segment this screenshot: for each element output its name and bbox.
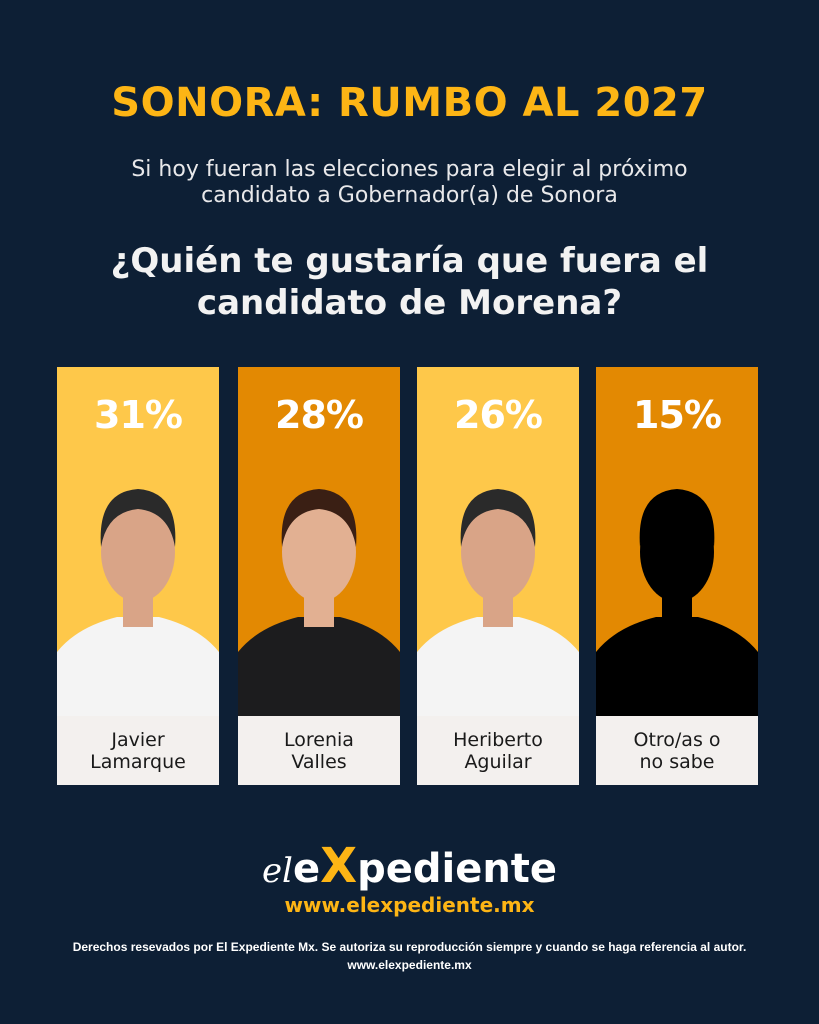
photo-body (417, 617, 579, 716)
name-line: Valles (291, 750, 347, 773)
photo-hair (460, 489, 536, 547)
poll-card: 31% Javier Lamarque (57, 367, 219, 785)
name-line: Lamarque (90, 750, 186, 773)
poll-card: 26% Heriberto Aguilar (417, 367, 579, 785)
photo-hair (100, 489, 176, 547)
man-photo (417, 489, 579, 716)
copyright-text: Derechos resevados por El Expediente Mx.… (72, 940, 747, 954)
photo-body (596, 617, 758, 716)
photo-body (57, 617, 219, 716)
percentage-label: 31% (94, 393, 183, 437)
logo: eleXpediente (0, 838, 819, 894)
candidate-name: Lorenia Valles (238, 716, 400, 785)
photo-face (282, 502, 356, 602)
logo-rest: pediente (357, 846, 558, 892)
silhouette-icon (596, 489, 758, 716)
photo-hair (281, 489, 357, 547)
question-line: ¿Quién te gustaría que fuera el (110, 241, 709, 281)
name-line: Aguilar (464, 750, 532, 773)
name-line: Otro/as o (633, 728, 721, 751)
subtitle: Si hoy fueran las elecciones para elegir… (0, 157, 819, 209)
percentage-label: 28% (275, 393, 364, 437)
name-line: Lorenia (284, 728, 354, 751)
poll-card: 15% Otro/as o no sabe (596, 367, 758, 785)
percentage-label: 15% (633, 393, 722, 437)
copyright-url[interactable]: www.elexpediente.mx (347, 958, 472, 972)
candidate-name: Heriberto Aguilar (417, 716, 579, 785)
photo-face (461, 502, 535, 602)
name-line: Javier (111, 728, 165, 751)
website-link[interactable]: www.elexpediente.mx (284, 893, 535, 917)
question: ¿Quién te gustaría que fuera el candidat… (0, 240, 819, 324)
logo-e: e (292, 846, 321, 892)
subtitle-line: candidato a Gobernador(a) de Sonora (201, 183, 618, 208)
copyright: Derechos resevados por El Expediente Mx.… (0, 938, 819, 974)
photo-face (101, 502, 175, 602)
man-photo (57, 489, 219, 716)
subtitle-line: Si hoy fueran las elecciones para elegir… (131, 157, 688, 182)
candidate-name: Javier Lamarque (57, 716, 219, 785)
woman-photo (238, 489, 400, 716)
candidate-name: Otro/as o no sabe (596, 716, 758, 785)
poll-card: 28% Lorenia Valles (238, 367, 400, 785)
page-title: SONORA: RUMBO AL 2027 (111, 80, 708, 126)
photo-hair (639, 489, 715, 547)
name-line: no sabe (639, 750, 715, 773)
photo-face (640, 502, 714, 602)
photo-body (238, 617, 400, 716)
logo-x: X (320, 838, 358, 894)
question-line: candidato de Morena? (196, 283, 623, 323)
percentage-label: 26% (454, 393, 543, 437)
logo-el: el (261, 851, 293, 891)
name-line: Heriberto (453, 728, 543, 751)
